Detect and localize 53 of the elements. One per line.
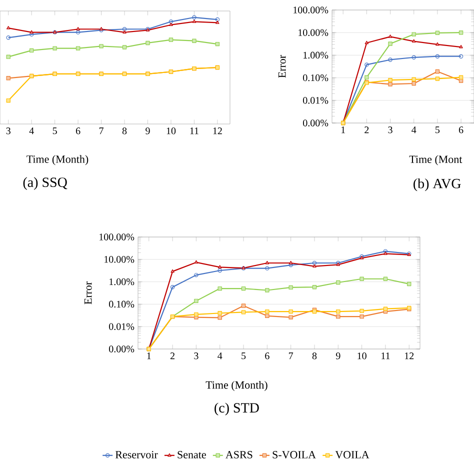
x-tick-label: 1 (341, 126, 345, 134)
x-tick-label: 4 (218, 352, 222, 360)
x-tick-label: 3 (388, 126, 392, 134)
y-tick-label: 10.00% (104, 256, 134, 263)
x-tick-label: 6 (265, 352, 270, 360)
x-tick-label: 7 (288, 352, 294, 360)
x-tick-label: 4 (29, 128, 34, 134)
y-tick-label: 0.10% (303, 74, 328, 82)
x-tick-label: 3 (194, 352, 198, 360)
x-tick-label: 5 (52, 128, 57, 134)
x-tick-label: 6 (458, 126, 464, 134)
x-tick-label: 10 (166, 128, 176, 134)
x-tick-label: 12 (213, 128, 222, 134)
legend-label: VOILA (335, 451, 370, 458)
legend-label: Senate (178, 451, 206, 458)
x-tick-label: 11 (190, 128, 198, 134)
y-tick-label: 100.00% (294, 6, 328, 14)
x-tick-label: 2 (364, 126, 369, 134)
y-tick-label: 10.00% (298, 29, 328, 36)
y-tick-label: 0.00% (303, 120, 328, 126)
y-tick-label: 0.00% (109, 346, 134, 352)
y-axis-title: Error (84, 281, 92, 304)
x-tick-label: 9 (336, 352, 340, 360)
y-tick-label: 0.10% (109, 300, 134, 308)
x-tick-label: 7 (99, 128, 104, 134)
text: (c) STD (214, 402, 259, 416)
y-axis-title: Error (278, 54, 286, 78)
y-tick-label: 1.00% (110, 278, 134, 286)
x-tick-label: 12 (405, 352, 414, 360)
x-tick-label: 5 (436, 126, 440, 134)
x-tick-label: 2 (170, 352, 174, 360)
y-tick-label: 0.01% (109, 323, 134, 330)
x-axis-title: Time (Month) (26, 155, 88, 166)
legend-label: Reservoir (115, 451, 158, 458)
x-axis-title: Time (Mont (409, 155, 462, 166)
x-tick-label: 11 (382, 352, 390, 360)
x-tick-label: 8 (122, 128, 127, 134)
legend-label: ASRS (226, 451, 252, 458)
x-tick-label: 3 (6, 128, 10, 134)
x-tick-label: 4 (412, 126, 416, 134)
text: (a) SSQ (23, 177, 68, 190)
x-tick-label: 10 (358, 352, 366, 360)
text: (b) AVG (414, 178, 461, 192)
x-tick-label: 8 (312, 352, 317, 360)
x-axis-title: Time (Month) (206, 380, 268, 391)
x-tick-label: 9 (146, 128, 150, 134)
y-tick-label: 100.00% (100, 234, 134, 240)
x-tick-label: 6 (76, 128, 80, 134)
y-tick-label: 0.01% (303, 97, 328, 104)
legend-label: S-VOILA (272, 451, 316, 458)
x-tick-label: 5 (242, 352, 246, 360)
y-tick-label: 1.00% (304, 52, 328, 59)
x-tick-label: 1 (147, 352, 151, 360)
